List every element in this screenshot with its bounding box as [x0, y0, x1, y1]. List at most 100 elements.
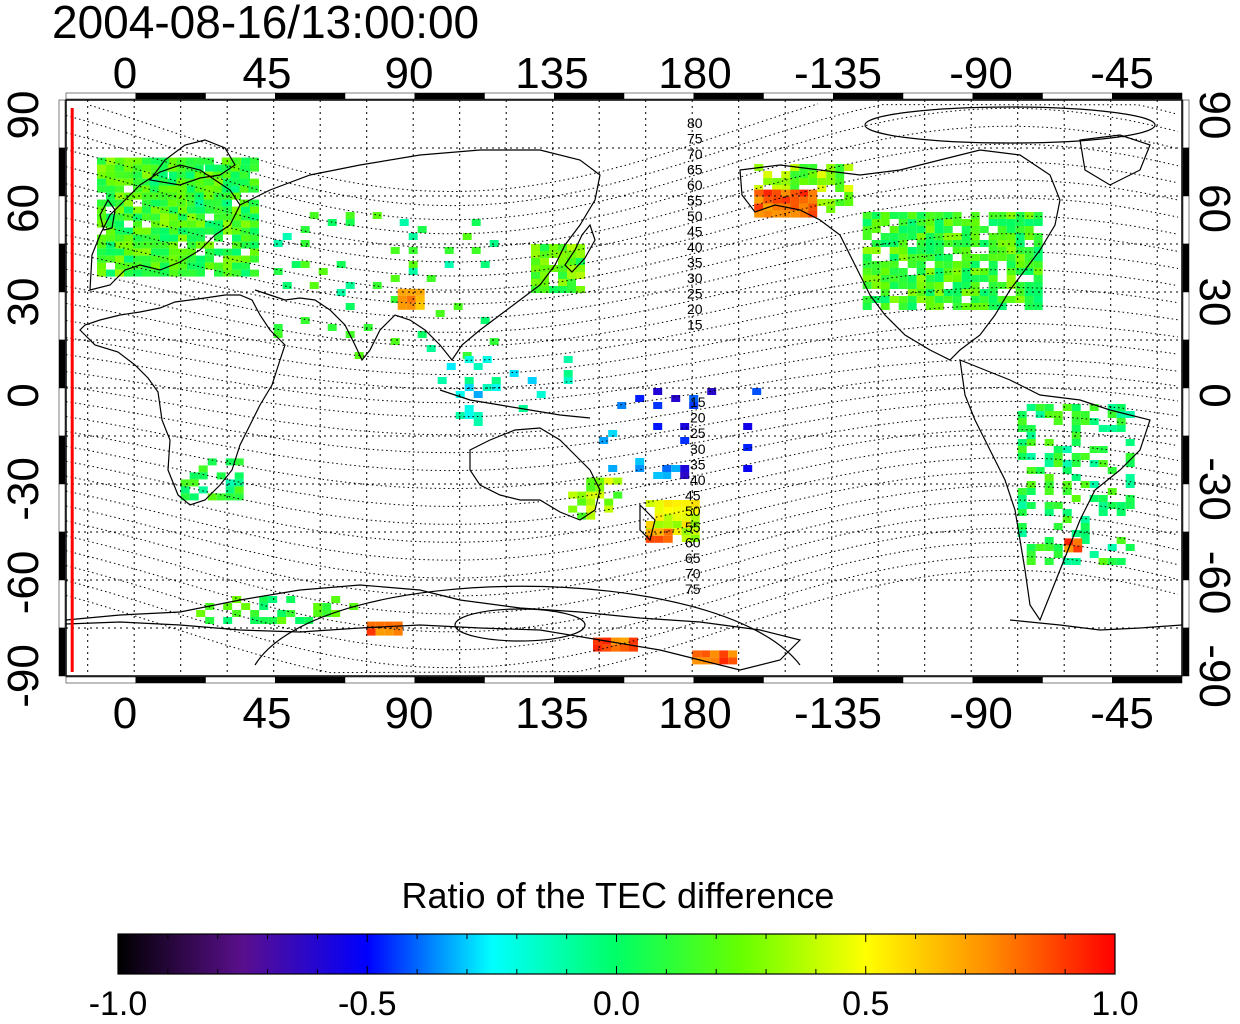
tec-pixel: [871, 219, 881, 226]
tec-pixel: [1053, 502, 1063, 509]
tec-pixel: [1080, 453, 1090, 460]
tec-pixel: [169, 255, 178, 263]
tec-pixel: [151, 255, 160, 263]
tec-pixel: [1053, 551, 1063, 558]
tec-pixel: [898, 219, 908, 226]
frame-tick-top: [135, 92, 206, 100]
tec-pixel: [239, 185, 249, 193]
tec-pixel: [1107, 502, 1117, 509]
tec-pixel: [1053, 418, 1063, 425]
tec-pixel: [540, 279, 549, 286]
tec-pixel: [196, 255, 205, 263]
tec-pixel: [1116, 558, 1126, 565]
tec-pixel: [124, 241, 133, 249]
tec-pixel: [300, 226, 310, 233]
tec-pixel: [97, 213, 106, 221]
tec-hot-pixel: [808, 203, 818, 211]
tec-pixel: [151, 164, 160, 172]
tec-pixel: [212, 199, 222, 207]
tec-pixel: [1071, 530, 1081, 537]
tec-hot-pixel: [393, 621, 403, 629]
tec-pixel: [586, 505, 596, 513]
tec-pixel: [1089, 446, 1099, 453]
tec-pixel: [97, 220, 106, 228]
tec-pixel: [106, 178, 115, 186]
tec-pixel: [196, 220, 205, 228]
coast-japan: [564, 223, 596, 273]
tec-pixel: [576, 286, 585, 293]
tec-pixel: [1053, 453, 1063, 460]
tec-pixel: [160, 234, 169, 242]
tec-pixel: [1044, 474, 1054, 481]
tec-pixel: [106, 255, 115, 263]
tec-pixel: [187, 227, 196, 235]
tec-pixel: [1098, 495, 1108, 502]
tec-pixel: [97, 157, 106, 165]
tec-pixel: [961, 233, 971, 240]
tec-pixel: [1107, 544, 1117, 551]
tec-pixel: [1089, 481, 1099, 488]
tec-pixel: [540, 286, 549, 293]
contour-label: 30: [690, 441, 706, 457]
frame-tick-bottom: [135, 676, 206, 684]
tec-pixel: [471, 247, 481, 254]
tec-pixel: [239, 178, 249, 186]
tec-pixel: [916, 219, 926, 226]
frame-tick-bottom: [972, 676, 1043, 684]
tec-pixel: [635, 395, 645, 402]
tec-hot-pixel: [808, 196, 818, 204]
tec-hot-pixel: [754, 196, 764, 204]
contour-label: 65: [685, 550, 701, 566]
tec-pixel: [234, 493, 244, 501]
colorbar-ticks: [117, 934, 1116, 974]
frame-tick-right: [1182, 99, 1190, 149]
tec-pixel: [196, 241, 205, 249]
coast-indonesia: [439, 389, 591, 419]
tec-pixel: [97, 199, 106, 207]
tec-pixel: [196, 157, 205, 165]
tec-pixel: [232, 610, 242, 617]
tec-pixel: [1107, 558, 1117, 565]
frame-tick-left: [58, 195, 66, 245]
tec-pixel: [558, 251, 567, 258]
tec-pixel: [961, 282, 971, 289]
tec-pixel: [1017, 418, 1027, 425]
tec-pixel: [1026, 425, 1036, 432]
tec-pixel: [241, 157, 250, 165]
tec-pixel: [106, 164, 115, 172]
tec-pixel: [178, 248, 187, 256]
mlat-contour: [65, 179, 1179, 277]
tec-pixel: [961, 219, 971, 226]
tec-pixel: [1098, 502, 1108, 509]
frame-tick-left: [58, 243, 66, 293]
tec-pixel: [205, 255, 214, 263]
tec-pixel: [671, 465, 681, 472]
tec-pixel: [169, 248, 178, 256]
frame-tick-bottom: [275, 676, 346, 684]
tec-pixel: [408, 261, 418, 268]
tec-pixel: [221, 164, 231, 172]
tec-pixel: [898, 275, 908, 282]
tec-pixel: [672, 521, 682, 528]
tec-pixel: [531, 272, 540, 279]
tec-pixel: [568, 505, 578, 513]
tec-pixel: [934, 219, 944, 226]
tec-pixel: [862, 233, 872, 240]
tec-pixel: [1006, 254, 1016, 261]
tec-pixel: [1062, 404, 1072, 411]
tec-pixel: [1080, 411, 1090, 418]
tec-pixel: [653, 388, 663, 395]
tec-pixel: [187, 199, 196, 207]
tec-pixel: [232, 227, 241, 235]
coast-britain: [99, 198, 116, 231]
tec-pixel: [898, 212, 908, 219]
tec-pixel: [133, 269, 142, 277]
tec-pixel: [1017, 411, 1027, 418]
tec-pixel: [1062, 516, 1072, 523]
mlat-contour: [65, 304, 1179, 376]
tec-pixel: [952, 282, 962, 289]
tec-hot-pixel: [375, 621, 385, 629]
tec-pixel: [115, 199, 124, 207]
tec-pixel: [1035, 411, 1045, 418]
tec-pixel: [300, 261, 310, 268]
